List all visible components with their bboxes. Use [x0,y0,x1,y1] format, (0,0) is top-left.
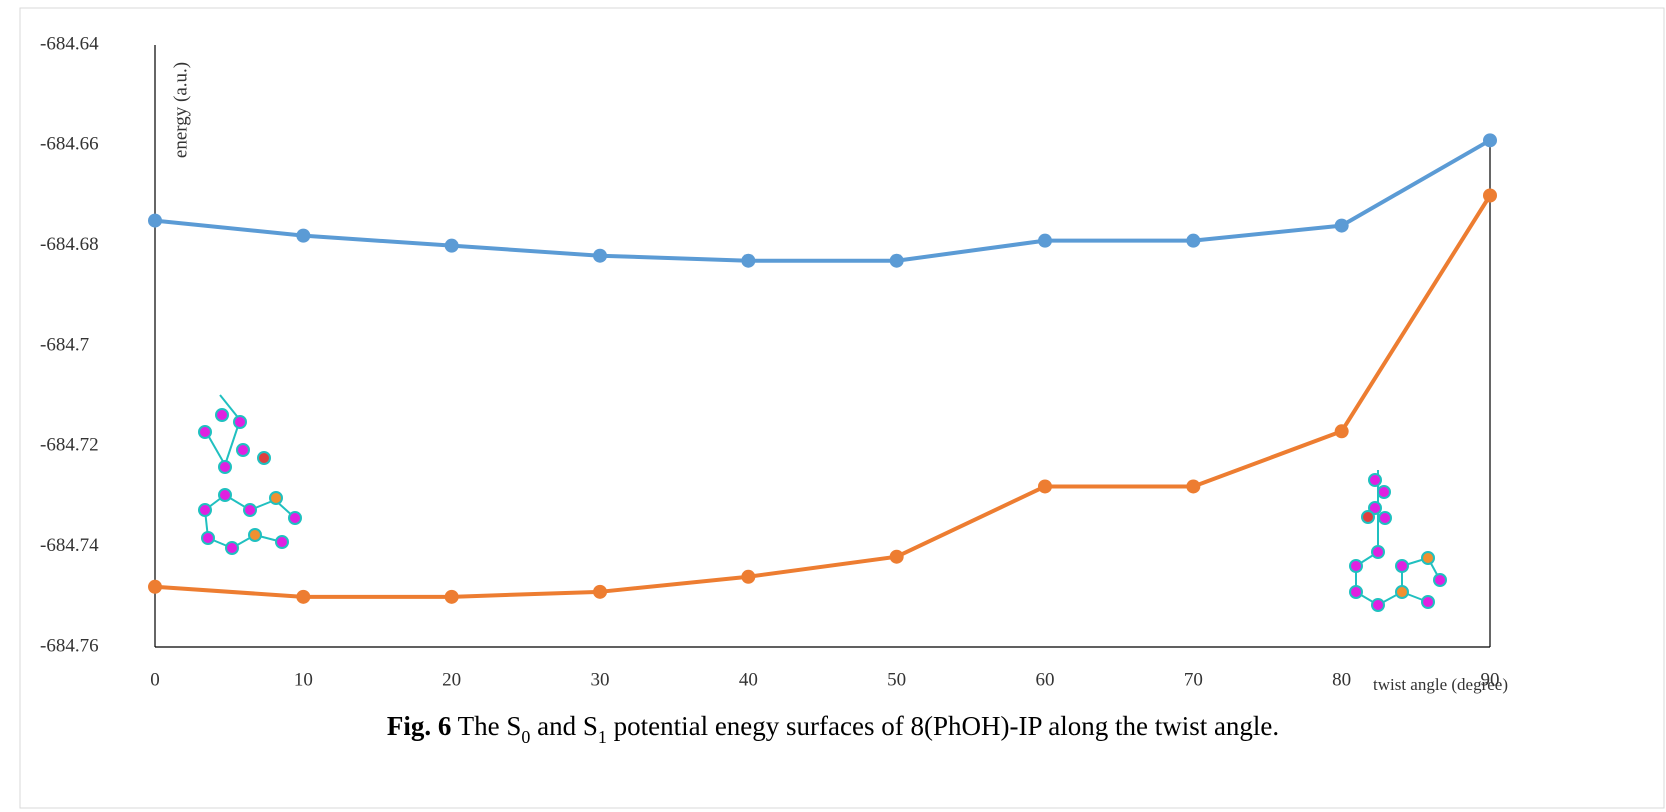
y-tick-label: -684.66 [40,134,99,155]
data-point [445,239,459,253]
data-point [741,254,755,268]
y-tick-label: -684.72 [40,435,99,456]
data-point [1335,424,1349,438]
y-tick-label: -684.64 [40,33,99,54]
data-point [1335,219,1349,233]
data-point [1038,479,1052,493]
x-tick-label: 50 [887,669,906,690]
y-axis-label: energy (a.u.) [170,62,191,158]
caption-subscript: 1 [598,727,607,747]
x-tick-label: 60 [1036,669,1055,690]
y-tick-label: -684.68 [40,234,99,255]
caption-text: and S [530,711,598,741]
y-tick-label: -684.74 [40,535,99,556]
data-point [593,249,607,263]
data-point [148,580,162,594]
x-tick-label: 10 [294,669,313,690]
data-point [1186,479,1200,493]
data-point [593,585,607,599]
x-tick-label: 70 [1184,669,1203,690]
data-point [296,229,310,243]
molecule-left [199,395,301,554]
data-point [148,214,162,228]
caption-label: Fig. 6 [387,711,452,741]
data-point [1038,234,1052,248]
caption: Fig. 6 The S0 and S1 potential enegy sur… [387,711,1279,747]
molecule-right [1350,470,1446,611]
data-point [890,254,904,268]
data-point [445,590,459,604]
caption-text: The S [451,711,521,741]
series-line [155,140,1490,260]
x-tick-label: 40 [739,669,758,690]
x-tick-label: 0 [150,669,160,690]
data-point [890,550,904,564]
x-tick-label: 80 [1332,669,1351,690]
x-tick-label: 20 [442,669,461,690]
x-tick-label: 30 [591,669,610,690]
data-point [1186,234,1200,248]
chart: energy (a.u.) twist angle (degree) Fig. … [0,0,1666,812]
data-point [1483,133,1497,147]
data-point [741,570,755,584]
data-point [1483,189,1497,203]
series-line [155,196,1490,597]
y-tick-label: -684.7 [40,334,89,355]
x-tick-label: 90 [1481,669,1500,690]
caption-text: potential enegy surfaces of 8(PhOH)-IP a… [607,711,1279,741]
y-tick-label: -684.76 [40,635,99,656]
data-point [296,590,310,604]
caption-subscript: 0 [521,727,530,747]
